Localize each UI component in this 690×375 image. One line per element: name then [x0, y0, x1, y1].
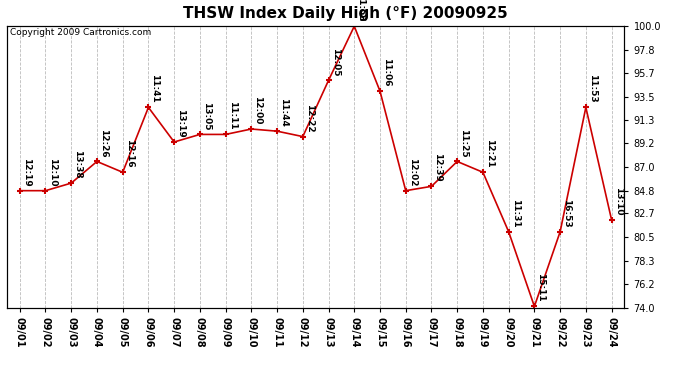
- Text: Copyright 2009 Cartronics.com: Copyright 2009 Cartronics.com: [10, 28, 151, 37]
- Text: 13:19: 13:19: [176, 109, 185, 138]
- Text: 11:41: 11:41: [150, 74, 159, 103]
- Text: 12:21: 12:21: [485, 140, 494, 168]
- Text: 13:05: 13:05: [202, 102, 211, 130]
- Text: 11:25: 11:25: [460, 129, 469, 157]
- Text: 12:16: 12:16: [125, 140, 134, 168]
- Text: 11:31: 11:31: [511, 199, 520, 228]
- Text: 12:02: 12:02: [408, 158, 417, 186]
- Text: 13:10: 13:10: [613, 187, 622, 216]
- Text: 12:10: 12:10: [48, 158, 57, 186]
- Text: 12:39: 12:39: [433, 153, 442, 182]
- Text: 12:05: 12:05: [331, 48, 339, 76]
- Text: THSW Index Daily High (°F) 20090925: THSW Index Daily High (°F) 20090925: [183, 6, 507, 21]
- Text: 13:38: 13:38: [73, 150, 82, 179]
- Text: 12:22: 12:22: [305, 104, 314, 132]
- Text: 12:19: 12:19: [22, 158, 31, 186]
- Text: 11:11: 11:11: [228, 102, 237, 130]
- Text: 11:44: 11:44: [279, 98, 288, 127]
- Text: 16:53: 16:53: [562, 199, 571, 228]
- Text: 15:11: 15:11: [536, 273, 546, 302]
- Text: 12:26: 12:26: [99, 129, 108, 157]
- Text: 11:06: 11:06: [382, 58, 391, 87]
- Text: 11:53: 11:53: [588, 74, 597, 103]
- Text: 12:00: 12:00: [253, 96, 262, 124]
- Text: 11:53: 11:53: [356, 0, 365, 22]
